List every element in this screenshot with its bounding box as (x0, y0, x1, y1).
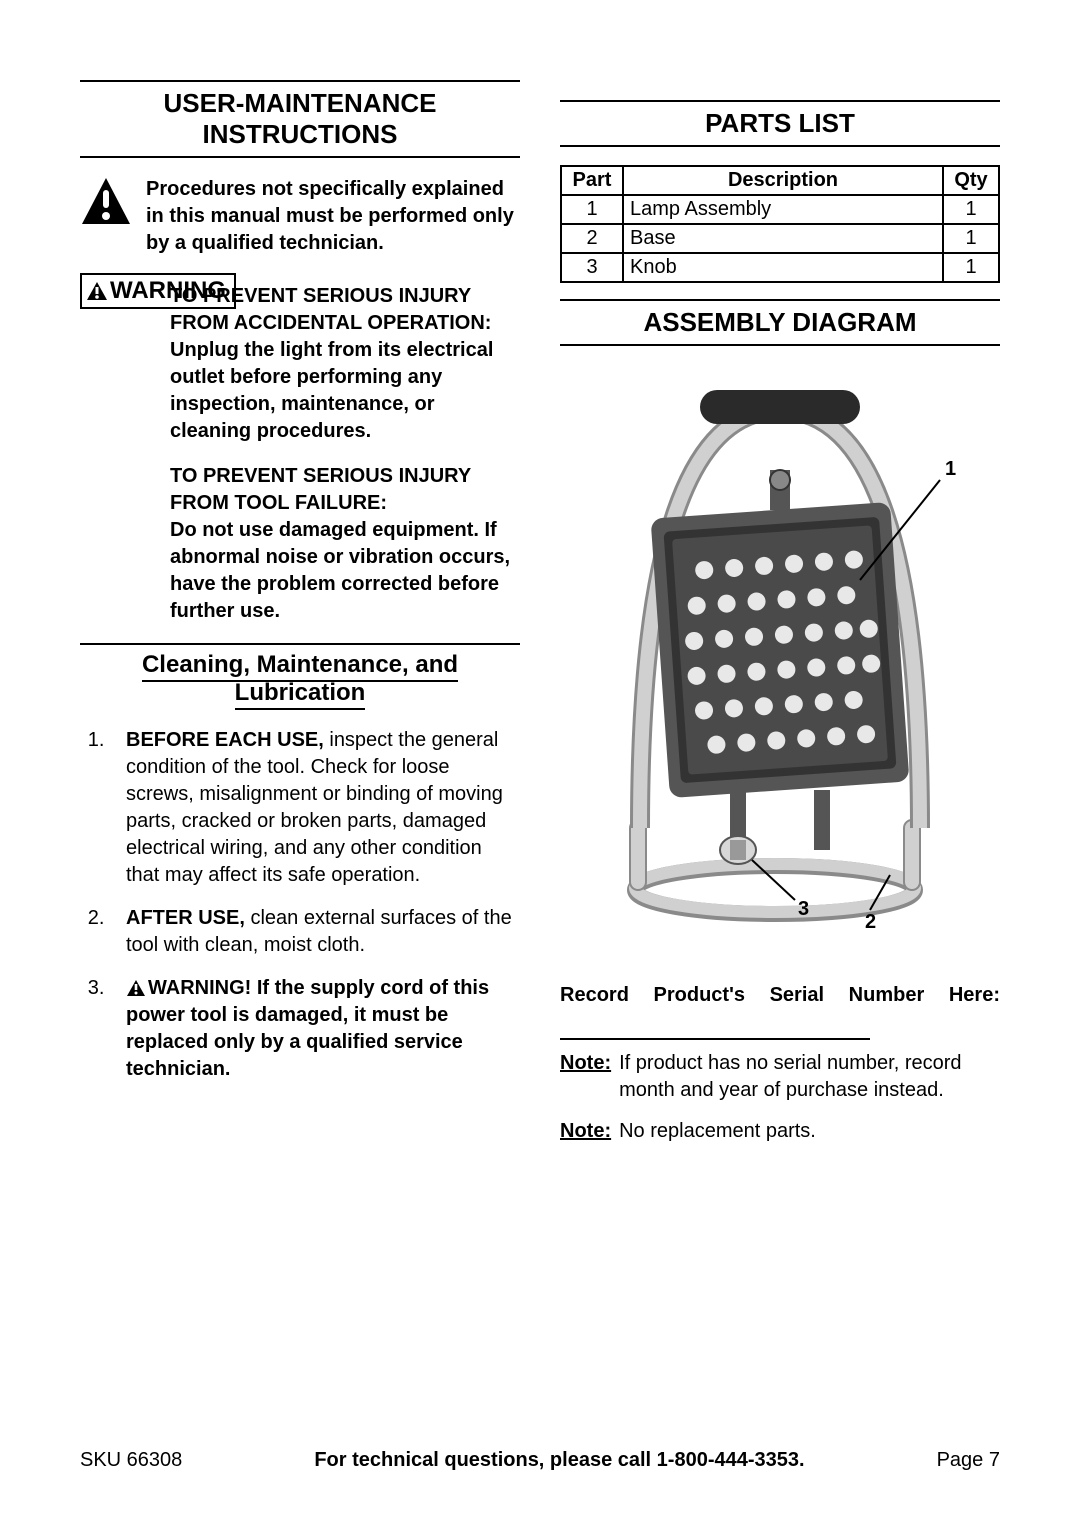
step2-lead: AFTER USE, (126, 907, 245, 929)
serial-record-label: Record Product's Serial Number Here: (560, 984, 1000, 1006)
note1-text: If product has no serial number, record … (619, 1050, 1000, 1104)
note-2: Note: No replacement parts. (560, 1118, 1000, 1145)
diagram-label-2: 2 (865, 911, 876, 930)
footer-sku: SKU 66308 (80, 1449, 182, 1472)
step-3: WARNING! If the supply cord of this powe… (110, 975, 520, 1083)
assembly-diagram-title: ASSEMBLY DIAGRAM (560, 299, 1000, 346)
table-row: 1 Lamp Assembly 1 (561, 195, 999, 224)
diagram-label-1: 1 (945, 458, 956, 480)
table-row: 2 Base 1 (561, 224, 999, 253)
footer-phone: For technical questions, please call 1-8… (314, 1449, 804, 1472)
procedure-warning-text: Procedures not specifically explained in… (146, 176, 520, 257)
user-maintenance-title: USER-MAINTENANCE INSTRUCTIONS (80, 80, 520, 158)
parts-table: Part Description Qty 1 Lamp Assembly 1 2… (560, 165, 1000, 283)
diagram-label-3: 3 (798, 898, 809, 920)
step3-body: WARNING! If the supply cord of this powe… (126, 977, 489, 1080)
injury1-body: Unplug the light from its electrical out… (170, 339, 493, 442)
step1-body: inspect the general condition of the too… (126, 729, 503, 886)
col-part: Part (561, 166, 623, 195)
warning-details: TO PREVENT SERIOUS INJURY FROM ACCIDENTA… (170, 283, 520, 625)
col-description: Description (623, 166, 943, 195)
note-label: Note: (560, 1050, 611, 1104)
note-1: Note: If product has no serial number, r… (560, 1050, 1000, 1104)
col-qty: Qty (943, 166, 999, 195)
serial-record: Record Product's Serial Number Here: (560, 980, 1000, 1040)
assembly-diagram: 1 3 2 (560, 370, 1000, 930)
note-label: Note: (560, 1118, 611, 1145)
page-footer: SKU 66308 For technical questions, pleas… (80, 1449, 1000, 1472)
injury1-heading: TO PREVENT SERIOUS INJURY FROM ACCIDENTA… (170, 285, 491, 334)
steps-list: BEFORE EACH USE, inspect the general con… (110, 727, 520, 1083)
right-column: PARTS LIST Part Description Qty 1 Lamp A… (560, 80, 1000, 1159)
procedure-warning-row: Procedures not specifically explained in… (80, 176, 520, 257)
injury2-heading: TO PREVENT SERIOUS INJURY FROM TOOL FAIL… (170, 465, 471, 514)
cleaning-subtitle-text: Cleaning, Maintenance, and Lubrication (142, 651, 458, 710)
parts-list-title: PARTS LIST (560, 100, 1000, 147)
cleaning-subtitle: Cleaning, Maintenance, and Lubrication (80, 643, 520, 707)
warning-triangle-icon (86, 281, 108, 301)
table-row: 3 Knob 1 (561, 253, 999, 282)
warning-triangle-icon (126, 979, 146, 997)
step1-lead: BEFORE EACH USE, (126, 729, 324, 751)
warning-triangle-icon (80, 176, 132, 257)
step-2: AFTER USE, clean external surfaces of th… (110, 905, 520, 959)
worklight-diagram-svg: 1 3 2 (580, 370, 980, 930)
footer-page: Page 7 (937, 1449, 1000, 1472)
step-1: BEFORE EACH USE, inspect the general con… (110, 727, 520, 889)
note2-text: No replacement parts. (619, 1118, 816, 1145)
left-column: USER-MAINTENANCE INSTRUCTIONS Procedures… (80, 80, 520, 1159)
injury2-body: Do not use damaged equipment. If abnorma… (170, 519, 510, 622)
serial-blank-line (560, 1038, 870, 1040)
